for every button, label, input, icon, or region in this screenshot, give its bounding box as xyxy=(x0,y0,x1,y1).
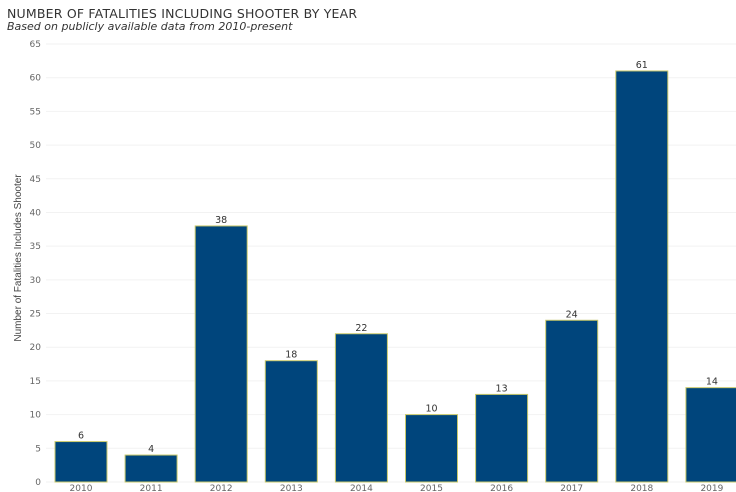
y-axis-ticks: 0 5 10 15 20 25 30 35 40 45 50 55 60 65 xyxy=(30,40,42,488)
y-tick-label: 10 xyxy=(30,411,42,421)
bar-value-label: 6 xyxy=(78,431,84,442)
bars xyxy=(54,70,736,483)
y-tick-label: 45 xyxy=(30,175,41,185)
x-tick-label: 2011 xyxy=(140,484,163,492)
bar-2014 xyxy=(334,333,388,483)
y-tick-label: 65 xyxy=(30,40,41,50)
y-tick-label: 0 xyxy=(35,478,41,488)
bar-2011 xyxy=(124,454,178,483)
y-tick-label: 40 xyxy=(30,208,42,218)
bar-2019 xyxy=(685,387,736,483)
y-tick-label: 35 xyxy=(30,242,41,252)
bar-2018 xyxy=(615,70,669,483)
bar-value-label: 18 xyxy=(285,350,297,361)
bar-2010 xyxy=(54,441,108,483)
bar-value-label: 61 xyxy=(636,60,648,71)
bar-2015 xyxy=(405,414,458,483)
bar-labels: 6 4 38 18 22 10 13 24 61 14 xyxy=(78,60,718,455)
x-tick-label: 2015 xyxy=(420,484,443,492)
bar-value-label: 14 xyxy=(706,377,718,388)
bar-2017 xyxy=(545,319,599,483)
x-tick-label: 2019 xyxy=(700,484,723,492)
x-tick-label: 2014 xyxy=(350,484,373,492)
bar-value-label: 10 xyxy=(425,404,437,415)
y-tick-label: 60 xyxy=(30,74,42,84)
y-tick-label: 25 xyxy=(30,310,41,320)
y-tick-label: 20 xyxy=(30,343,42,353)
chart-subtitle: Based on publicly available data from 20… xyxy=(7,20,293,33)
y-tick-label: 15 xyxy=(30,377,41,387)
bar-value-label: 38 xyxy=(215,215,227,226)
x-tick-label: 2010 xyxy=(70,484,93,492)
bar-value-label: 13 xyxy=(496,383,508,394)
y-tick-label: 5 xyxy=(35,444,41,454)
x-tick-label: 2016 xyxy=(490,484,513,492)
bar-value-label: 24 xyxy=(566,309,578,320)
y-tick-label: 55 xyxy=(30,107,41,117)
y-axis-title: Number of Fatalities Includes Shooter xyxy=(13,174,24,342)
bar-2012 xyxy=(194,225,248,483)
bar-value-label: 4 xyxy=(148,444,154,455)
x-tick-label: 2013 xyxy=(280,484,303,492)
x-axis-ticks: 2010 2011 2012 2013 2014 2015 2016 2017 2018 2019 xyxy=(70,484,724,492)
y-tick-label: 30 xyxy=(30,276,42,286)
bar-value-label: 22 xyxy=(355,323,367,334)
bar-2016 xyxy=(475,393,529,483)
x-tick-label: 2012 xyxy=(210,484,233,492)
x-tick-label: 2018 xyxy=(630,484,653,492)
x-tick-label: 2017 xyxy=(560,484,583,492)
bar-2013 xyxy=(264,360,318,483)
chart-title: NUMBER OF FATALITIES INCLUDING SHOOTER B… xyxy=(7,6,358,21)
y-tick-label: 50 xyxy=(30,141,42,151)
